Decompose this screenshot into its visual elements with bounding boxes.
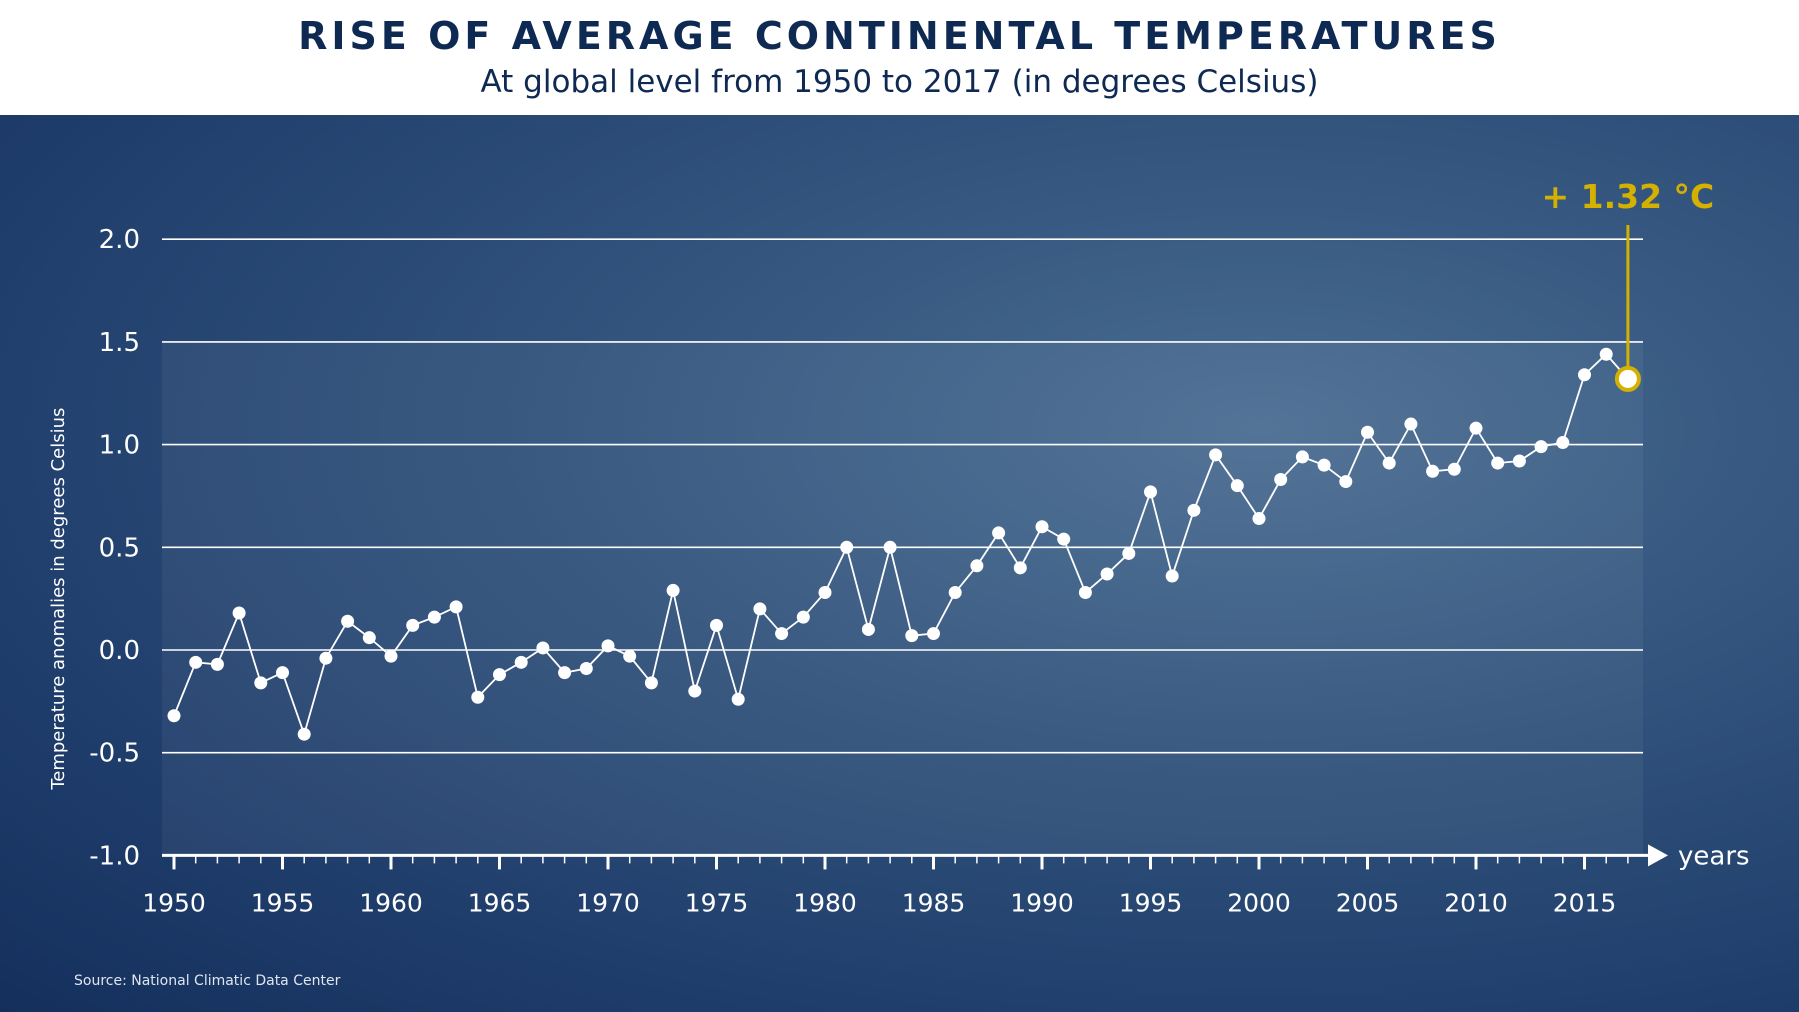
data-point	[1447, 462, 1461, 476]
data-point	[710, 618, 723, 632]
data-point	[1100, 567, 1114, 581]
highlight-data-point	[1614, 365, 1641, 392]
source-note: Source: National Climatic Data Center	[74, 973, 341, 989]
x-tick-label: 2015	[1553, 888, 1617, 917]
x-tick-label: 2005	[1336, 888, 1400, 917]
data-point	[1144, 485, 1157, 499]
y-tick-label: 1.0	[99, 431, 140, 461]
chart-title: RISE OF AVERAGE CONTINENTAL TEMPERATURES	[298, 14, 1501, 58]
data-point	[1122, 546, 1136, 560]
chart-background	[0, 115, 1799, 1012]
data-point	[493, 668, 506, 682]
data-point	[254, 676, 268, 690]
data-point	[1556, 436, 1570, 450]
data-point	[536, 641, 550, 655]
x-tick-label: 1990	[1010, 888, 1074, 917]
data-point	[905, 629, 919, 643]
data-point	[232, 606, 246, 620]
data-point	[1057, 532, 1071, 546]
data-point	[1339, 475, 1353, 489]
y-tick-label: 1.5	[99, 328, 140, 358]
data-point	[1491, 456, 1505, 470]
x-tick-label: 2000	[1227, 888, 1291, 917]
data-point	[1078, 585, 1092, 599]
x-tick-label: 1980	[793, 888, 857, 917]
data-point	[623, 649, 637, 663]
data-point	[362, 631, 376, 645]
data-point	[1426, 464, 1440, 478]
data-point	[927, 627, 940, 641]
data-point	[1252, 512, 1266, 526]
data-point	[189, 655, 203, 669]
data-point	[1578, 368, 1591, 382]
data-point	[883, 540, 897, 554]
data-point	[1382, 456, 1396, 470]
chart-subtitle: At global level from 1950 to 2017 (in de…	[480, 64, 1319, 100]
data-point	[276, 666, 289, 680]
y-axis-label: Temperature anomalies in degrees Celsius	[48, 408, 69, 791]
data-point	[796, 610, 810, 624]
data-point	[579, 661, 593, 675]
data-point	[449, 600, 463, 614]
data-point	[688, 684, 702, 698]
y-tick-label: -0.5	[89, 739, 140, 769]
x-tick-label: 1950	[142, 888, 206, 917]
x-tick-label: 1960	[359, 888, 423, 917]
data-point	[471, 690, 485, 704]
data-point	[514, 655, 528, 669]
y-tick-label: 2.0	[99, 225, 140, 255]
data-point	[1534, 440, 1548, 454]
data-point	[167, 709, 181, 723]
data-point	[1361, 425, 1374, 439]
data-point	[1274, 473, 1288, 487]
y-tick-label: 0.0	[99, 636, 140, 666]
data-point	[775, 627, 789, 641]
x-tick-label: 1970	[576, 888, 640, 917]
data-point	[1512, 454, 1526, 468]
y-tick-label: 0.5	[99, 533, 140, 563]
data-point	[1295, 450, 1309, 464]
data-point	[210, 657, 224, 671]
data-point	[1035, 520, 1049, 534]
x-tick-label: 1965	[468, 888, 532, 917]
data-point	[970, 559, 984, 573]
x-axis-label: years	[1678, 841, 1750, 871]
x-tick-label: 2010	[1444, 888, 1508, 917]
data-point	[1404, 417, 1418, 431]
data-point	[319, 651, 333, 665]
data-point	[406, 618, 420, 632]
data-point	[558, 666, 572, 680]
data-point	[1209, 448, 1223, 462]
data-point	[384, 649, 398, 663]
data-point	[341, 614, 355, 628]
data-point	[644, 676, 658, 690]
data-point	[818, 585, 832, 599]
data-point	[1469, 421, 1483, 435]
data-point	[731, 692, 745, 706]
data-point	[992, 526, 1006, 540]
x-axis-arrow-icon	[1648, 844, 1668, 867]
data-point	[840, 540, 854, 554]
header: RISE OF AVERAGE CONTINENTAL TEMPERATURES…	[0, 0, 1799, 115]
data-point	[1230, 479, 1244, 493]
data-point	[861, 622, 875, 636]
data-point	[1187, 503, 1201, 517]
x-tick-label: 1995	[1119, 888, 1183, 917]
data-point	[1013, 561, 1027, 575]
y-tick-label: -1.0	[89, 841, 140, 871]
data-point	[1317, 458, 1331, 472]
data-point	[601, 639, 615, 653]
data-point	[948, 585, 962, 599]
data-point	[427, 610, 441, 624]
data-point	[1599, 347, 1613, 361]
x-tick-label: 1955	[251, 888, 315, 917]
data-point	[666, 583, 680, 597]
x-tick-label: 1985	[902, 888, 966, 917]
data-point	[297, 727, 311, 741]
x-tick-label: 1975	[685, 888, 749, 917]
data-point	[753, 602, 767, 616]
annotation-label: + 1.32 °C	[1542, 177, 1715, 216]
data-point	[1165, 569, 1179, 583]
